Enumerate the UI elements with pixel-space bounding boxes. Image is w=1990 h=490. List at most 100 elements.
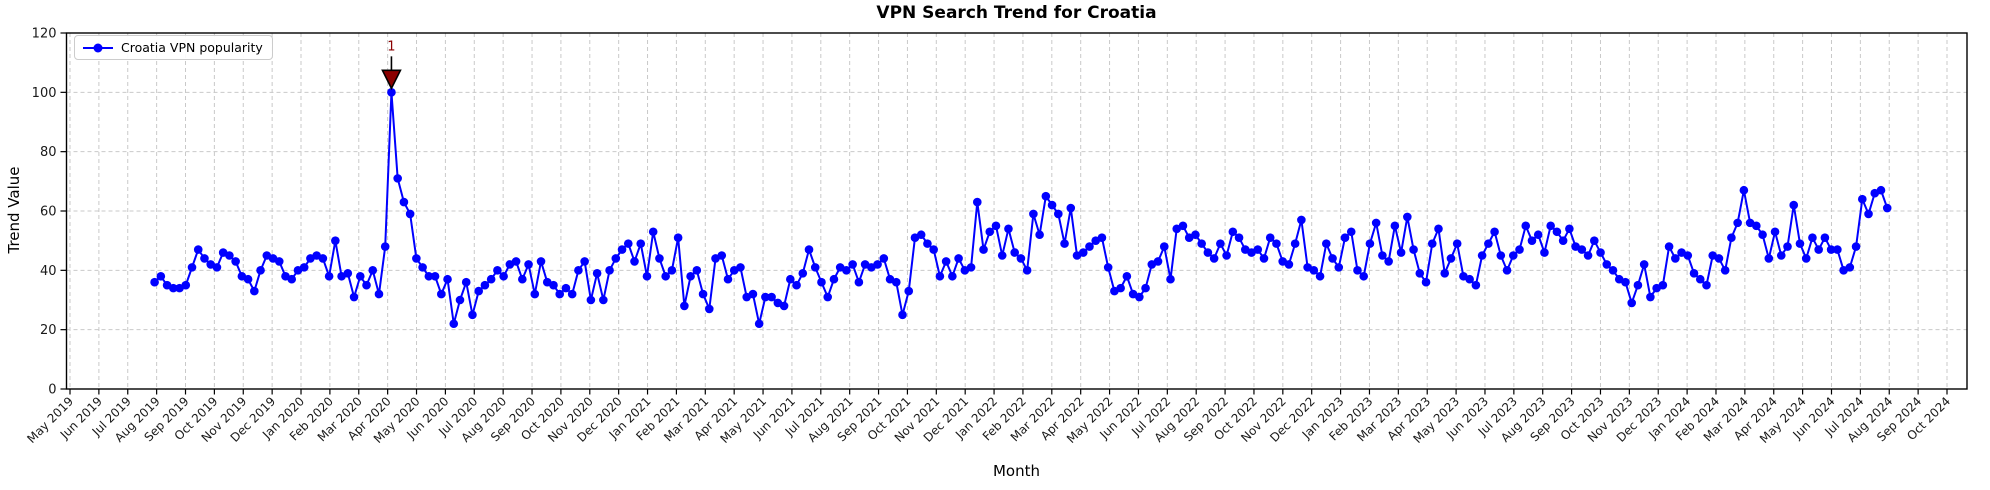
data-point (630, 257, 639, 266)
data-point (343, 269, 353, 278)
data-point (1103, 263, 1113, 272)
data-point (1583, 251, 1593, 260)
data-point (1359, 271, 1369, 281)
data-point (1253, 245, 1263, 254)
data-point (1209, 254, 1219, 263)
data-point (486, 274, 496, 284)
y-tick-label: 120 (32, 27, 57, 42)
data-point (580, 257, 589, 266)
y-tick-label: 100 (32, 86, 57, 101)
data-point (1427, 239, 1437, 248)
data-point (1465, 274, 1474, 284)
data-point (287, 274, 297, 284)
data-point (623, 239, 633, 248)
data-point (1739, 185, 1749, 195)
data-point (1477, 251, 1487, 260)
data-point (455, 295, 465, 305)
data-point (792, 280, 801, 290)
data-point (754, 319, 764, 329)
y-tick-label: 40 (40, 264, 57, 279)
data-point (873, 260, 882, 269)
data-point (605, 266, 614, 275)
data-point (1758, 230, 1767, 240)
data-point (1421, 277, 1431, 287)
data-point (1602, 260, 1612, 269)
data-point (1035, 230, 1044, 240)
data-point (1808, 233, 1817, 242)
data-point (1633, 280, 1643, 290)
data-point (916, 230, 926, 240)
data-point (536, 257, 546, 266)
data-point (611, 254, 621, 263)
data-point (1446, 254, 1456, 263)
data-point (574, 266, 583, 275)
data-point (1403, 212, 1412, 222)
data-point (979, 245, 988, 254)
data-point (549, 280, 558, 290)
data-point (1471, 280, 1481, 290)
data-point (374, 289, 384, 299)
data-point (904, 286, 914, 296)
data-point (823, 292, 833, 302)
data-point (1814, 245, 1823, 254)
data-point (1845, 263, 1855, 272)
data-point (1857, 194, 1867, 204)
data-point (1533, 230, 1543, 240)
data-point (1658, 280, 1668, 290)
data-point (468, 310, 477, 320)
data-point (187, 263, 197, 272)
data-point (1577, 245, 1587, 254)
y-tick-label: 20 (40, 323, 57, 338)
data-point (1596, 248, 1605, 257)
data-point (181, 280, 191, 290)
data-point (761, 292, 770, 302)
data-point (1122, 271, 1132, 281)
data-point (1795, 239, 1805, 248)
y-tick-label: 80 (40, 145, 57, 160)
y-axis-label: Trend Value (5, 166, 23, 254)
data-point (1228, 227, 1238, 237)
data-point (1060, 239, 1069, 248)
data-point (225, 251, 234, 260)
data-point (1764, 254, 1774, 263)
data-point (1452, 239, 1462, 248)
data-point (256, 266, 265, 275)
data-point (692, 266, 702, 275)
data-point (1085, 242, 1094, 251)
data-point (586, 295, 596, 305)
data-point (848, 260, 857, 269)
data-point (387, 88, 396, 97)
data-point (1627, 298, 1636, 308)
data-point (1689, 269, 1699, 278)
data-point (779, 301, 789, 311)
data-point (935, 271, 945, 281)
data-point (1016, 254, 1026, 263)
data-point (1639, 260, 1649, 269)
data-point (480, 280, 490, 290)
data-point (1695, 274, 1705, 284)
data-point (991, 221, 1001, 231)
data-point (393, 174, 402, 183)
data-point (1197, 239, 1206, 248)
data-point (1297, 215, 1306, 225)
data-point (1496, 251, 1506, 260)
data-point (1353, 266, 1362, 275)
data-point (686, 271, 695, 281)
data-point (1801, 254, 1811, 263)
data-point (331, 236, 340, 245)
plot-border (65, 32, 1968, 390)
data-point (1671, 254, 1680, 263)
data-point (150, 277, 159, 287)
data-point (1490, 227, 1499, 237)
data-point (1066, 203, 1076, 213)
data-point (1851, 242, 1861, 251)
data-point (399, 197, 409, 207)
data-point (1340, 233, 1350, 242)
data-point (1396, 248, 1406, 257)
data-point (1720, 266, 1730, 275)
data-point (655, 254, 664, 263)
data-point (1222, 251, 1231, 260)
data-point (1384, 257, 1393, 266)
data-point (318, 254, 328, 263)
